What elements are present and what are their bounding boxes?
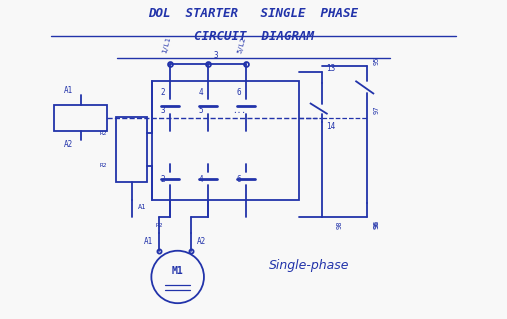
Text: M1: M1: [172, 266, 184, 276]
Text: DOL  STARTER   SINGLE  PHASE: DOL STARTER SINGLE PHASE: [149, 7, 358, 20]
Text: A1: A1: [138, 204, 147, 211]
Text: A2: A2: [197, 237, 206, 246]
Text: 14: 14: [326, 122, 336, 131]
Text: 4: 4: [199, 88, 203, 97]
Text: A1: A1: [64, 86, 74, 95]
Text: A2: A2: [64, 140, 74, 149]
Text: A1: A1: [143, 237, 153, 246]
Text: R2: R2: [99, 163, 107, 168]
Text: 96: 96: [373, 221, 379, 229]
Text: 95: 95: [373, 57, 379, 65]
Text: 6: 6: [237, 175, 241, 184]
Text: 2: 2: [161, 175, 165, 184]
Bar: [116, 117, 148, 182]
Text: CIRCUIT  DIAGRAM: CIRCUIT DIAGRAM: [194, 30, 313, 43]
Text: Single-phase: Single-phase: [269, 259, 349, 272]
Text: 5/L2: 5/L2: [237, 36, 247, 54]
Text: 3: 3: [161, 106, 165, 115]
Text: 6: 6: [237, 88, 241, 97]
Text: 3: 3: [213, 51, 218, 60]
Bar: [54, 105, 107, 131]
Text: 96: 96: [373, 219, 379, 228]
Text: 97: 97: [373, 106, 379, 114]
Text: ...: ...: [232, 106, 246, 115]
Text: 1/L1: 1/L1: [161, 36, 171, 54]
Bar: [153, 81, 299, 200]
Text: 98: 98: [337, 221, 342, 229]
Text: R2: R2: [155, 223, 163, 227]
Text: 4: 4: [199, 175, 203, 184]
Text: 13: 13: [326, 64, 336, 73]
Text: 2: 2: [161, 88, 165, 97]
Text: 5: 5: [199, 106, 203, 115]
Text: R2: R2: [99, 131, 107, 136]
